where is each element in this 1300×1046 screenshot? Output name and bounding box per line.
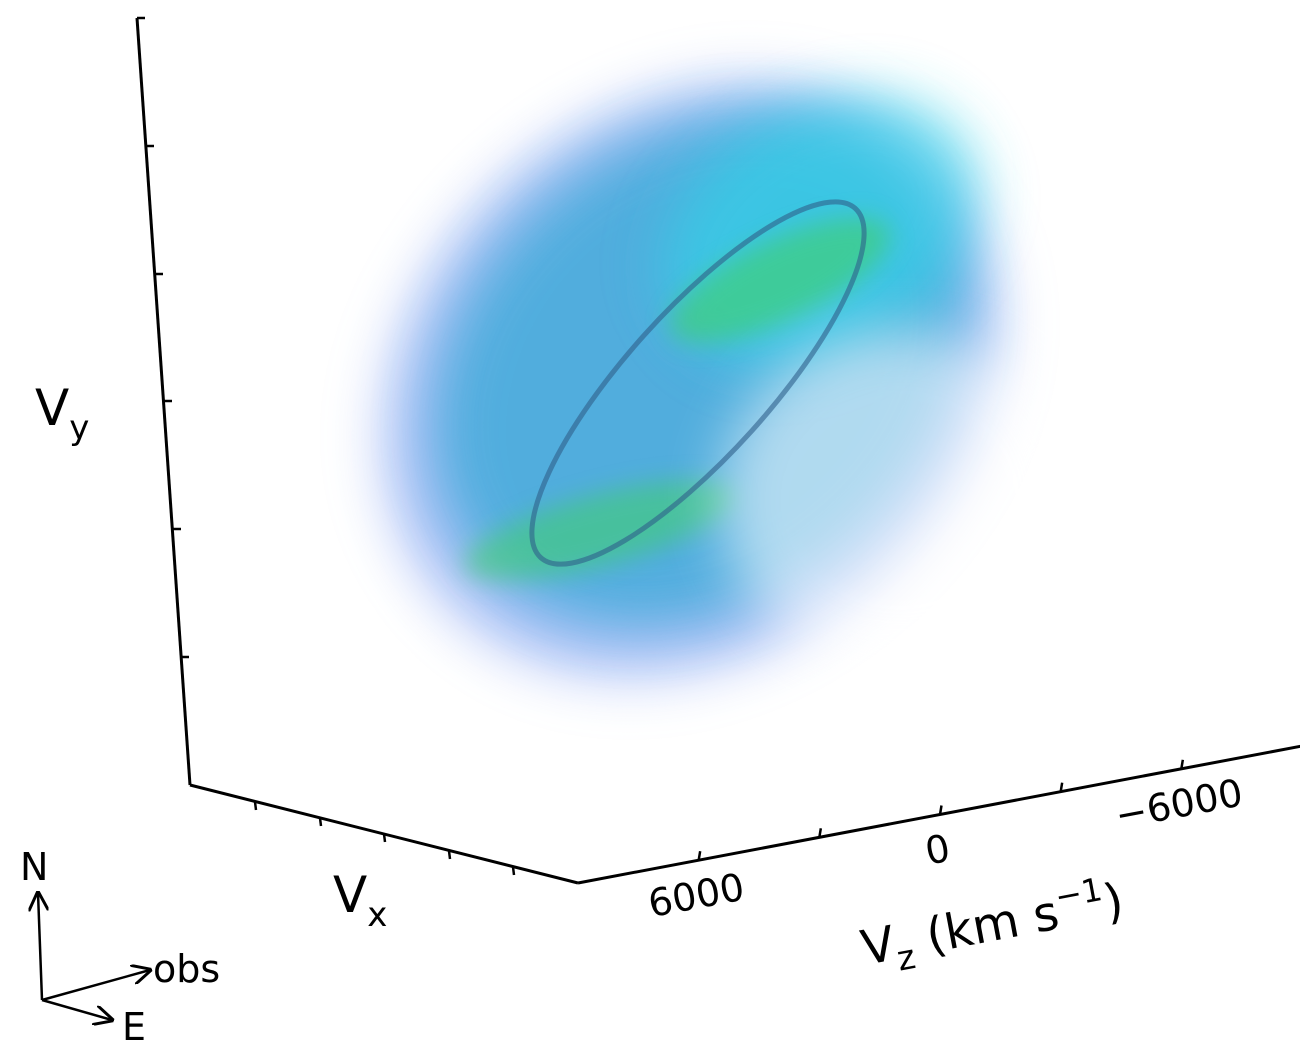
z-tick-label: 6000 <box>645 865 748 926</box>
z-tick-label: −6000 <box>1112 771 1246 838</box>
x-axis-label: Vx <box>333 866 387 935</box>
axis-ticks <box>137 16 516 876</box>
z-tick-label: 0 <box>922 826 954 874</box>
y-axis <box>135 17 192 786</box>
compass-observer: obs <box>153 947 220 991</box>
volume-render <box>383 83 1080 677</box>
z-axis-label: Vz (km s−1) <box>856 867 1130 986</box>
z-tick <box>938 805 943 815</box>
z-tick <box>697 850 702 861</box>
z-minor-tick <box>1059 782 1064 792</box>
compass-east: E <box>122 1005 146 1046</box>
y-axis-label: Vy <box>35 379 89 448</box>
z-minor-tick <box>818 828 823 838</box>
z-tick <box>1180 759 1185 770</box>
compass: N obs E <box>20 845 220 1046</box>
compass-north: N <box>20 845 48 889</box>
